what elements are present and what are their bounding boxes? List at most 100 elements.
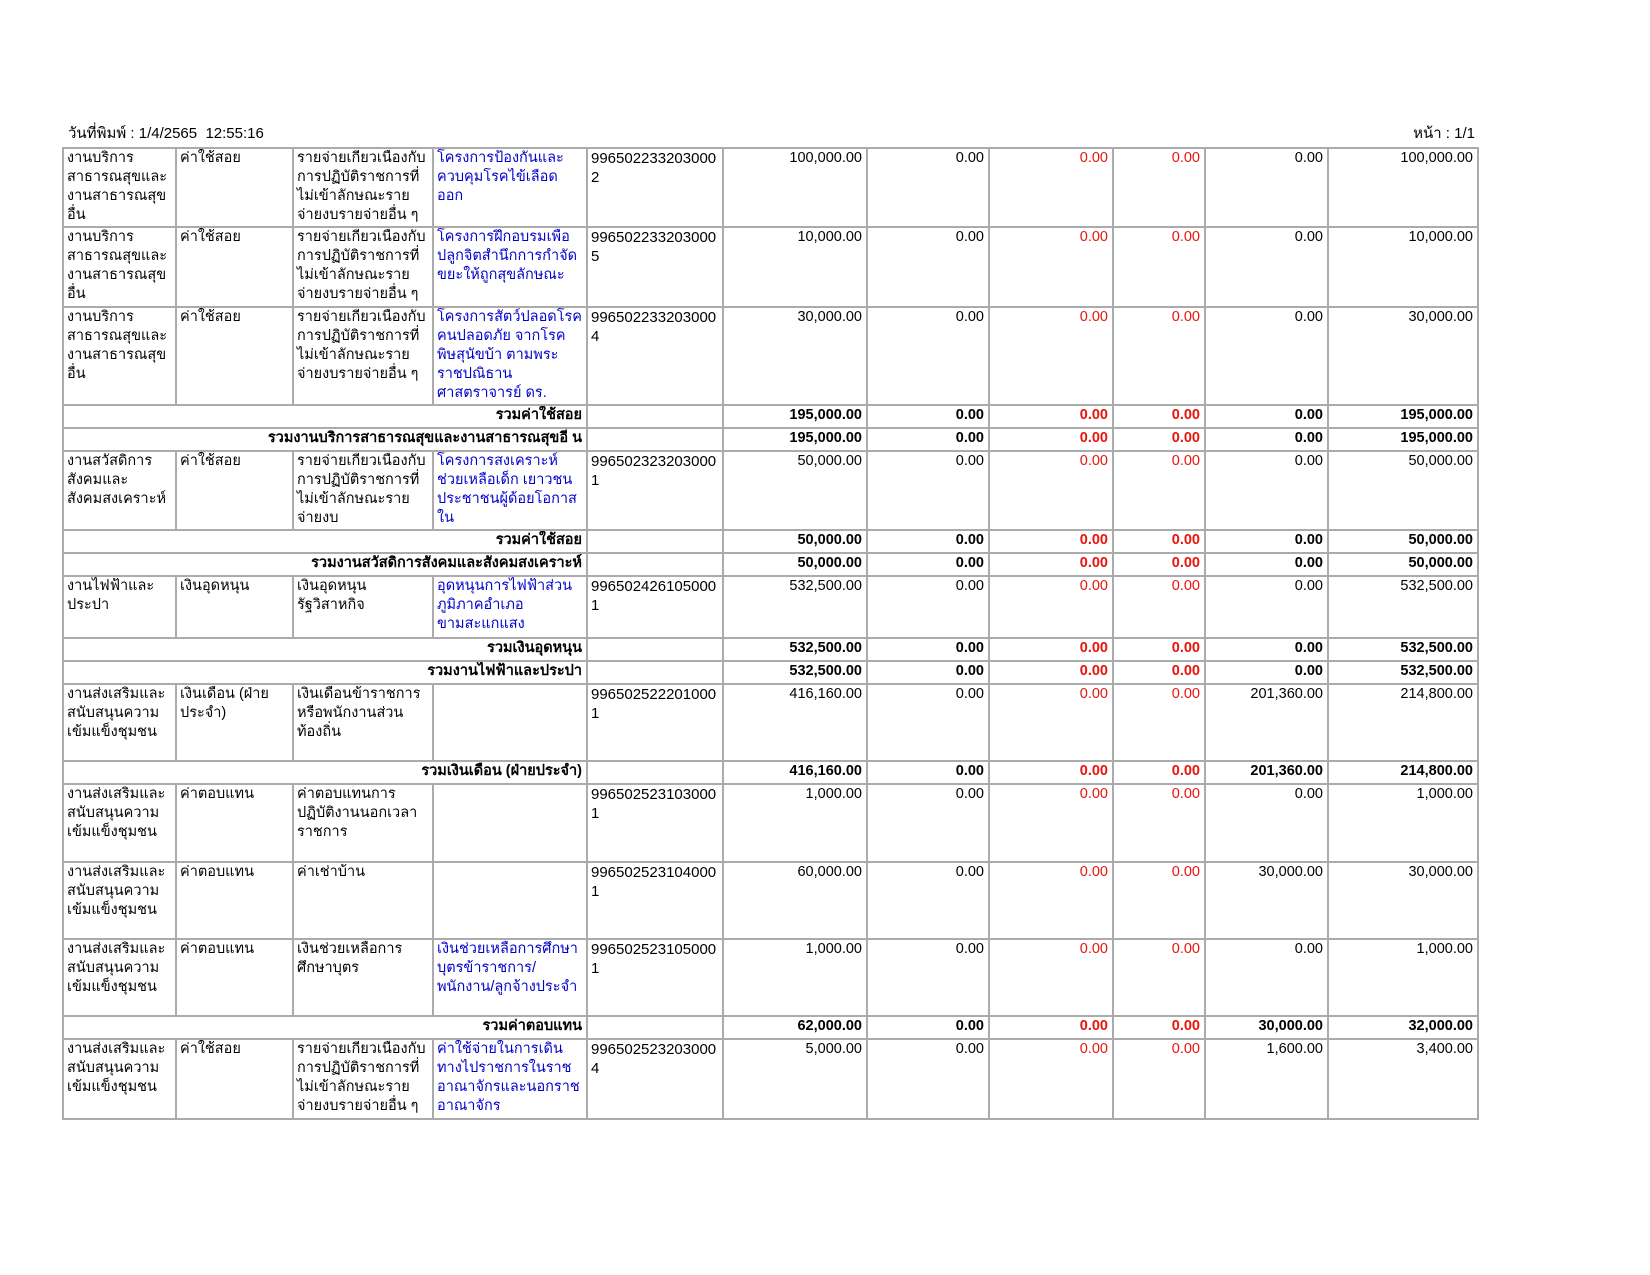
amount-3-cell: 0.00 bbox=[988, 226, 1114, 308]
expense-type-cell: ค่าใช้สอย bbox=[175, 147, 294, 228]
amount-1-cell: 195,000.00 bbox=[722, 427, 868, 452]
amount-6-cell: 214,800.00 bbox=[1327, 683, 1479, 762]
expense-item-cell: รายจ่ายเกี่ยวเนื่องกับการปฏิบัติราชการที… bbox=[292, 147, 434, 228]
budget-table-body: งานบริการสาธารณสุขและงานสาธารณสุขอื่น ค่า… bbox=[62, 147, 1479, 1120]
amount-4-cell: 0.00 bbox=[1112, 938, 1206, 1017]
project-name-cell: เงินช่วยเหลือการศึกษาบุตรข้าราชการ/พนักง… bbox=[432, 938, 588, 1017]
report-header: วันที่พิมพ์ : 1/4/2565 12:55:16 หน้า : 1… bbox=[68, 124, 1475, 144]
amount-5-cell: 0.00 bbox=[1204, 306, 1329, 406]
amount-6-cell: 195,000.00 bbox=[1327, 427, 1479, 452]
amount-2-cell: 0.00 bbox=[866, 637, 990, 662]
amount-6-cell: 1,000.00 bbox=[1327, 783, 1479, 863]
page-number-label: หน้า : 1/1 bbox=[1413, 125, 1475, 142]
amount-1-cell: 532,500.00 bbox=[722, 660, 868, 685]
expense-item-cell: เงินเดือนข้าราชการหรือพนักงานส่วนท้องถิ่… bbox=[292, 683, 434, 762]
amount-5-cell: 0.00 bbox=[1204, 404, 1329, 429]
summary-row: รวมค่าตอบแทน 62,000.00 0.00 0.00 0.00 30,000.… bbox=[62, 1015, 1479, 1040]
amount-3-cell: 0.00 bbox=[988, 861, 1114, 940]
budget-code-cell: 9965022332030004 bbox=[586, 306, 724, 406]
work-category-cell: งานส่งเสริมและสนับสนุนความเข้มแข็งชุมชน bbox=[62, 683, 177, 762]
amount-3-cell: 0.00 bbox=[988, 938, 1114, 1017]
amount-1-cell: 1,000.00 bbox=[722, 938, 868, 1017]
summary-row: รวมค่าใช้สอย 195,000.00 0.00 0.00 0.00 0.00 19… bbox=[62, 404, 1479, 429]
amount-3-cell: 0.00 bbox=[988, 404, 1114, 429]
work-category-cell: งานบริการสาธารณสุขและงานสาธารณสุขอื่น bbox=[62, 226, 177, 308]
budget-code-cell bbox=[586, 760, 724, 785]
amount-2-cell: 0.00 bbox=[866, 1015, 990, 1040]
amount-1-cell: 50,000.00 bbox=[722, 450, 868, 531]
expense-type-cell: ค่าใช้สอย bbox=[175, 306, 294, 406]
amount-1-cell: 30,000.00 bbox=[722, 306, 868, 406]
budget-code-cell bbox=[586, 660, 724, 685]
work-category-cell: งานส่งเสริมและสนับสนุนความเข้มแข็งชุมชน bbox=[62, 938, 177, 1017]
amount-6-cell: 3,400.00 bbox=[1327, 1038, 1479, 1120]
amount-3-cell: 0.00 bbox=[988, 450, 1114, 531]
amount-5-cell: 0.00 bbox=[1204, 427, 1329, 452]
project-name-cell bbox=[432, 683, 588, 762]
expense-type-cell: เงินเดือน (ฝ่ายประจำ) bbox=[175, 683, 294, 762]
summary-label-cell: รวมค่าใช้สอย bbox=[62, 404, 588, 429]
expense-item-cell: รายจ่ายเกี่ยวเนื่องกับการปฏิบัติราชการที… bbox=[292, 306, 434, 406]
work-category-cell: งานส่งเสริมและสนับสนุนความเข้มแข็งชุมชน bbox=[62, 1038, 177, 1120]
summary-label-cell: รวมค่าใช้สอย bbox=[62, 529, 588, 554]
amount-2-cell: 0.00 bbox=[866, 660, 990, 685]
amount-6-cell: 195,000.00 bbox=[1327, 404, 1479, 429]
budget-code-cell bbox=[586, 427, 724, 452]
amount-5-cell: 0.00 bbox=[1204, 450, 1329, 531]
amount-1-cell: 532,500.00 bbox=[722, 637, 868, 662]
amount-6-cell: 214,800.00 bbox=[1327, 760, 1479, 785]
amount-4-cell: 0.00 bbox=[1112, 760, 1206, 785]
amount-1-cell: 10,000.00 bbox=[722, 226, 868, 308]
amount-5-cell: 0.00 bbox=[1204, 637, 1329, 662]
expense-type-cell: ค่าตอบแทน bbox=[175, 861, 294, 940]
summary-label-cell: รวมงานไฟฟ้าและประปา bbox=[62, 660, 588, 685]
amount-4-cell: 0.00 bbox=[1112, 1038, 1206, 1120]
amount-5-cell: 0.00 bbox=[1204, 783, 1329, 863]
amount-6-cell: 30,000.00 bbox=[1327, 861, 1479, 940]
budget-code-cell: 9965022332030002 bbox=[586, 147, 724, 228]
amount-2-cell: 0.00 bbox=[866, 306, 990, 406]
amount-4-cell: 0.00 bbox=[1112, 226, 1206, 308]
summary-row: รวมงานสวัสดิการสังคมและสังคมสงเคราะห์ 50,… bbox=[62, 552, 1479, 577]
amount-3-cell: 0.00 bbox=[988, 575, 1114, 639]
amount-3-cell: 0.00 bbox=[988, 783, 1114, 863]
amount-5-cell: 0.00 bbox=[1204, 529, 1329, 554]
table-row: งานไฟฟ้าและประปา เงินอุดหนุน เงินอุดหนุนรั… bbox=[62, 575, 1479, 639]
amount-3-cell: 0.00 bbox=[988, 660, 1114, 685]
project-name-cell: โครงการฝึกอบรมเพื่อปลูกจิตสำนึกการกำจัดข… bbox=[432, 226, 588, 308]
table-row: งานบริการสาธารณสุขและงานสาธารณสุขอื่น ค่า… bbox=[62, 226, 1479, 308]
amount-5-cell: 201,360.00 bbox=[1204, 760, 1329, 785]
budget-code-cell: 9965025231030001 bbox=[586, 783, 724, 863]
amount-4-cell: 0.00 bbox=[1112, 147, 1206, 228]
expense-item-cell: รายจ่ายเกี่ยวเนื่องกับการปฏิบัติราชการที… bbox=[292, 226, 434, 308]
summary-row: รวมค่าใช้สอย 50,000.00 0.00 0.00 0.00 0.00 50,… bbox=[62, 529, 1479, 554]
budget-code-cell: 9965022332030005 bbox=[586, 226, 724, 308]
amount-1-cell: 62,000.00 bbox=[722, 1015, 868, 1040]
amount-4-cell: 0.00 bbox=[1112, 306, 1206, 406]
amount-2-cell: 0.00 bbox=[866, 147, 990, 228]
amount-5-cell: 0.00 bbox=[1204, 552, 1329, 577]
amount-1-cell: 195,000.00 bbox=[722, 404, 868, 429]
amount-3-cell: 0.00 bbox=[988, 147, 1114, 228]
amount-3-cell: 0.00 bbox=[988, 427, 1114, 452]
amount-5-cell: 201,360.00 bbox=[1204, 683, 1329, 762]
work-category-cell: งานบริการสาธารณสุขและงานสาธารณสุขอื่น bbox=[62, 306, 177, 406]
print-date-label: วันที่พิมพ์ : 1/4/2565 12:55:16 bbox=[68, 125, 264, 142]
amount-2-cell: 0.00 bbox=[866, 683, 990, 762]
budget-code-cell: 9965023232030001 bbox=[586, 450, 724, 531]
amount-1-cell: 416,160.00 bbox=[722, 760, 868, 785]
amount-3-cell: 0.00 bbox=[988, 529, 1114, 554]
summary-row: รวมงานไฟฟ้าและประปา 532,500.00 0.00 0.00 0.0… bbox=[62, 660, 1479, 685]
budget-code-cell: 9965025222010001 bbox=[586, 683, 724, 762]
amount-3-cell: 0.00 bbox=[988, 1038, 1114, 1120]
amount-4-cell: 0.00 bbox=[1112, 783, 1206, 863]
amount-6-cell: 532,500.00 bbox=[1327, 575, 1479, 639]
amount-4-cell: 0.00 bbox=[1112, 575, 1206, 639]
budget-code-cell bbox=[586, 1015, 724, 1040]
amount-5-cell: 0.00 bbox=[1204, 660, 1329, 685]
work-category-cell: งานไฟฟ้าและประปา bbox=[62, 575, 177, 639]
table-row: งานสวัสดิการสังคมและสังคมสงเคราะห์ ค่าใช้… bbox=[62, 450, 1479, 531]
table-row: งานบริการสาธารณสุขและงานสาธารณสุขอื่น ค่า… bbox=[62, 147, 1479, 228]
amount-4-cell: 0.00 bbox=[1112, 683, 1206, 762]
budget-code-cell: 9965025231050001 bbox=[586, 938, 724, 1017]
